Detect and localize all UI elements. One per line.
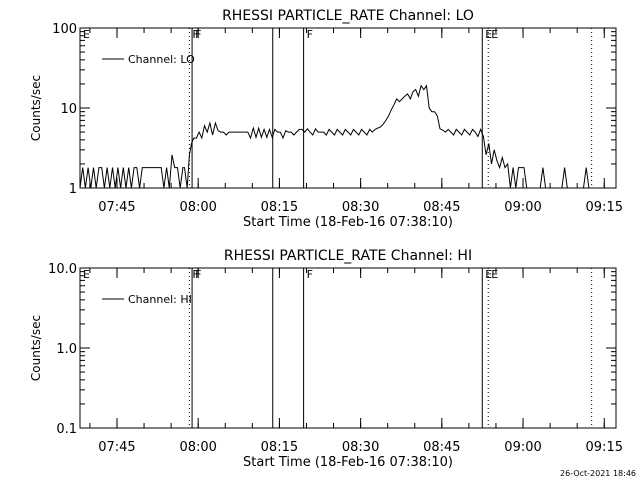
legend-label: Channel: HI	[128, 293, 192, 306]
x-tick-label: 07:45	[98, 200, 135, 215]
series-line	[80, 84, 616, 188]
x-tick-label: 08:30	[342, 200, 379, 215]
event-marker-label: E	[491, 28, 498, 41]
chart-panel-1: RHESSI PARTICLE_RATE Channel: LO Counts/s…	[29, 8, 623, 230]
event-marker-label: F	[195, 268, 201, 281]
x-tick-label: 09:00	[504, 200, 541, 215]
chart-panel-2: RHESSI PARTICLE_RATE Channel: HI Counts/s…	[29, 248, 623, 470]
y-tick-label: 10.0	[48, 262, 77, 277]
event-marker-label: F	[192, 268, 198, 281]
x-tick-label: 09:15	[586, 200, 623, 215]
plot-frame	[79, 27, 617, 189]
x-tick-label: 08:15	[261, 440, 298, 455]
x-tick-label: 08:30	[342, 440, 379, 455]
x-tick-label: 09:15	[586, 440, 623, 455]
x-axis-label: Start Time (18-Feb-16 07:38:10)	[243, 215, 453, 230]
timestamp-footer: 26-Oct-2021 18:46	[560, 469, 636, 478]
x-tick-label: 08:15	[261, 200, 298, 215]
y-tick-label: 0.1	[56, 422, 77, 437]
y-tick-label: 1	[69, 182, 77, 197]
event-marker-label: E	[83, 28, 90, 41]
y-tick-label: 10	[60, 102, 77, 117]
event-marker-label: F	[195, 28, 201, 41]
event-marker-label: F	[307, 268, 313, 281]
x-tick-label: 07:45	[98, 440, 135, 455]
legend-label: Channel: LO	[128, 53, 195, 66]
x-tick-label: 09:00	[504, 440, 541, 455]
event-marker-label: E	[485, 28, 492, 41]
x-tick-label: 08:00	[179, 200, 216, 215]
event-marker-label: E	[485, 268, 492, 281]
y-tick-label: 1.0	[56, 342, 77, 357]
x-tick-label: 08:45	[423, 440, 460, 455]
y-tick-label: 100	[52, 22, 77, 37]
x-tick-label: 08:00	[179, 440, 216, 455]
chart-title: RHESSI PARTICLE_RATE Channel: LO	[222, 8, 474, 24]
event-marker-label: F	[307, 28, 313, 41]
chart-title: RHESSI PARTICLE_RATE Channel: HI	[224, 248, 472, 264]
event-marker-label: F	[192, 28, 198, 41]
plot-frame	[79, 267, 617, 429]
y-axis-label: Counts/sec	[29, 75, 43, 141]
event-marker-label: E	[83, 268, 90, 281]
x-axis-label: Start Time (18-Feb-16 07:38:10)	[243, 455, 453, 470]
event-marker-label: E	[491, 268, 498, 281]
y-axis-label: Counts/sec	[29, 315, 43, 381]
x-tick-label: 08:45	[423, 200, 460, 215]
